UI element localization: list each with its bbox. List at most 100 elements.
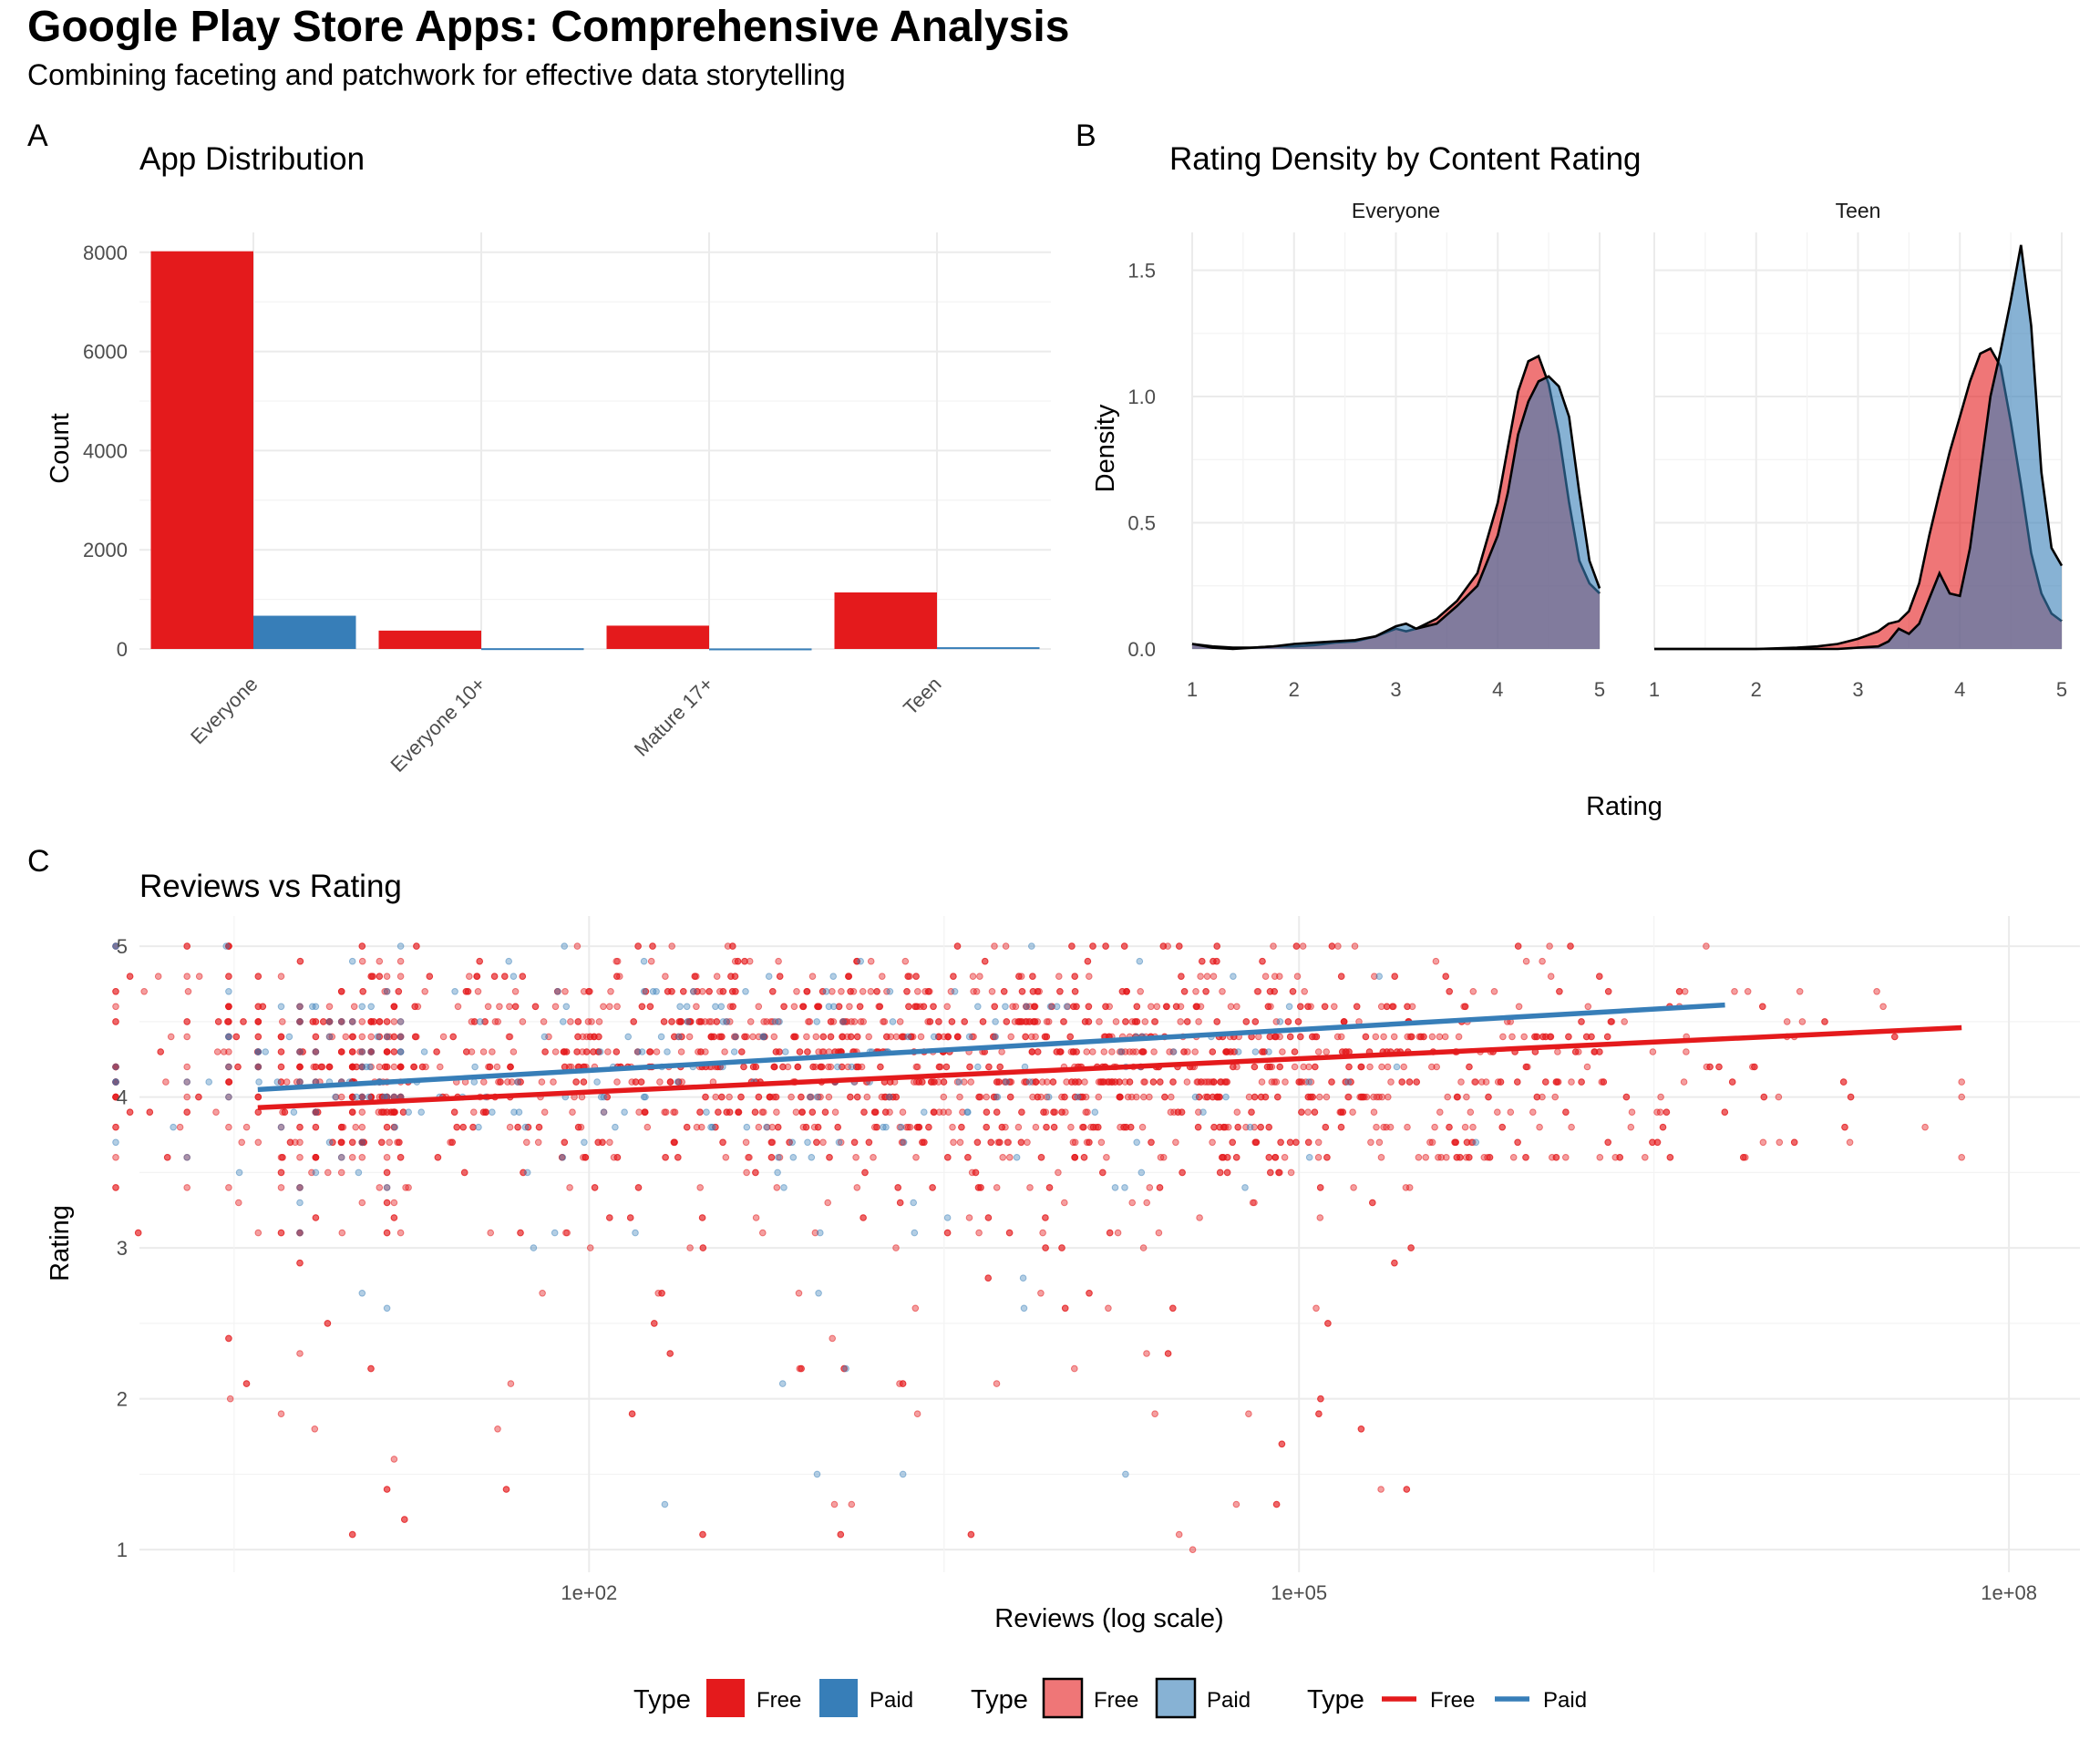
y-tick-label: 0 <box>117 638 128 661</box>
point-free <box>1029 973 1036 980</box>
point-free <box>752 1063 760 1071</box>
point-free <box>1274 1093 1282 1101</box>
point-free <box>953 1078 962 1086</box>
point-free <box>358 1063 366 1071</box>
point-free <box>386 1033 394 1041</box>
point-free <box>921 1138 928 1147</box>
point-free <box>1089 1048 1096 1055</box>
point-free <box>1339 1108 1347 1116</box>
point-free <box>763 1018 770 1025</box>
point-free <box>732 988 739 995</box>
x-tick-label: Everyone <box>186 673 262 748</box>
point-free <box>839 1018 847 1025</box>
point-paid <box>963 1108 971 1116</box>
point-free <box>396 957 405 965</box>
point-free <box>1373 1123 1380 1131</box>
point-free <box>1568 1123 1575 1131</box>
point-free <box>829 988 836 995</box>
point-free <box>1562 1154 1570 1161</box>
point-free <box>1265 1154 1273 1161</box>
panel-c-y-label: Rating <box>46 1205 75 1282</box>
point-free <box>1552 1154 1560 1161</box>
point-free <box>780 1003 788 1011</box>
point-free <box>824 1199 832 1207</box>
point-paid <box>921 1108 928 1116</box>
point-free <box>1307 1093 1314 1101</box>
point-free <box>1085 1018 1093 1025</box>
point-free <box>1607 1018 1615 1025</box>
point-free <box>595 1033 602 1041</box>
point-free <box>990 1033 997 1041</box>
point-free <box>1413 1078 1420 1086</box>
point-free <box>1515 1003 1523 1011</box>
point-free <box>462 988 470 995</box>
point-free <box>1588 1033 1595 1041</box>
point-free <box>749 1063 757 1071</box>
point-free <box>367 1048 376 1055</box>
point-free <box>1721 1108 1729 1116</box>
point-free <box>195 1093 202 1101</box>
point-free <box>721 1048 728 1055</box>
point-paid <box>1053 1003 1061 1011</box>
point-paid <box>559 1154 567 1161</box>
point-free <box>1656 1108 1664 1116</box>
point-free <box>1120 1123 1127 1131</box>
point-free <box>476 957 484 965</box>
point-free <box>1921 1123 1929 1131</box>
point-paid <box>476 1018 484 1025</box>
point-free <box>1571 1048 1580 1055</box>
panel-b-title: Rating Density by Content Rating <box>1169 141 1642 177</box>
point-free <box>827 1018 835 1025</box>
point-free <box>1264 1003 1272 1011</box>
point-free <box>1257 1093 1265 1101</box>
point-free <box>854 1063 862 1071</box>
point-free <box>1014 1123 1023 1131</box>
point-paid <box>780 1184 788 1191</box>
point-paid <box>600 1093 608 1101</box>
point-free <box>976 973 983 980</box>
point-paid <box>898 1123 905 1131</box>
point-free <box>454 1003 462 1011</box>
point-free <box>506 1033 514 1041</box>
point-free <box>1276 1063 1283 1071</box>
point-free <box>1267 1003 1274 1011</box>
point-free <box>1740 1154 1747 1161</box>
point-free <box>535 1123 543 1131</box>
point-paid <box>325 1138 334 1147</box>
point-free <box>741 1033 748 1041</box>
point-free <box>870 1123 879 1131</box>
point-free <box>1405 1078 1414 1086</box>
point-free <box>383 1184 391 1191</box>
point-free <box>1408 1003 1416 1011</box>
point-free <box>1567 942 1574 950</box>
point-free <box>1568 1078 1575 1086</box>
point-free <box>350 1003 358 1011</box>
point-paid <box>365 1063 374 1071</box>
point-free <box>668 1018 675 1025</box>
point-paid <box>822 988 830 995</box>
point-free <box>610 1154 618 1161</box>
point-free <box>283 1078 291 1086</box>
point-free <box>808 973 817 980</box>
point-free <box>1067 1123 1075 1131</box>
point-paid <box>112 942 119 950</box>
point-paid <box>1276 1018 1284 1025</box>
point-paid <box>312 1108 320 1116</box>
point-free <box>494 1426 501 1433</box>
point-paid <box>417 1108 426 1116</box>
point-free <box>1362 1033 1370 1041</box>
point-free <box>553 988 561 995</box>
point-paid <box>759 1033 767 1041</box>
point-paid <box>205 1078 212 1086</box>
point-free <box>953 1033 962 1041</box>
point-paid <box>886 988 894 995</box>
point-free <box>1295 1078 1302 1086</box>
point-free <box>774 1123 782 1131</box>
point-paid <box>992 1018 999 1025</box>
point-free <box>1533 1093 1541 1101</box>
legend-fill: Type Free Paid <box>633 1679 913 1717</box>
point-free <box>1342 1078 1350 1086</box>
point-free <box>1316 1214 1324 1221</box>
point-free <box>348 1138 356 1147</box>
point-free <box>238 1138 246 1147</box>
